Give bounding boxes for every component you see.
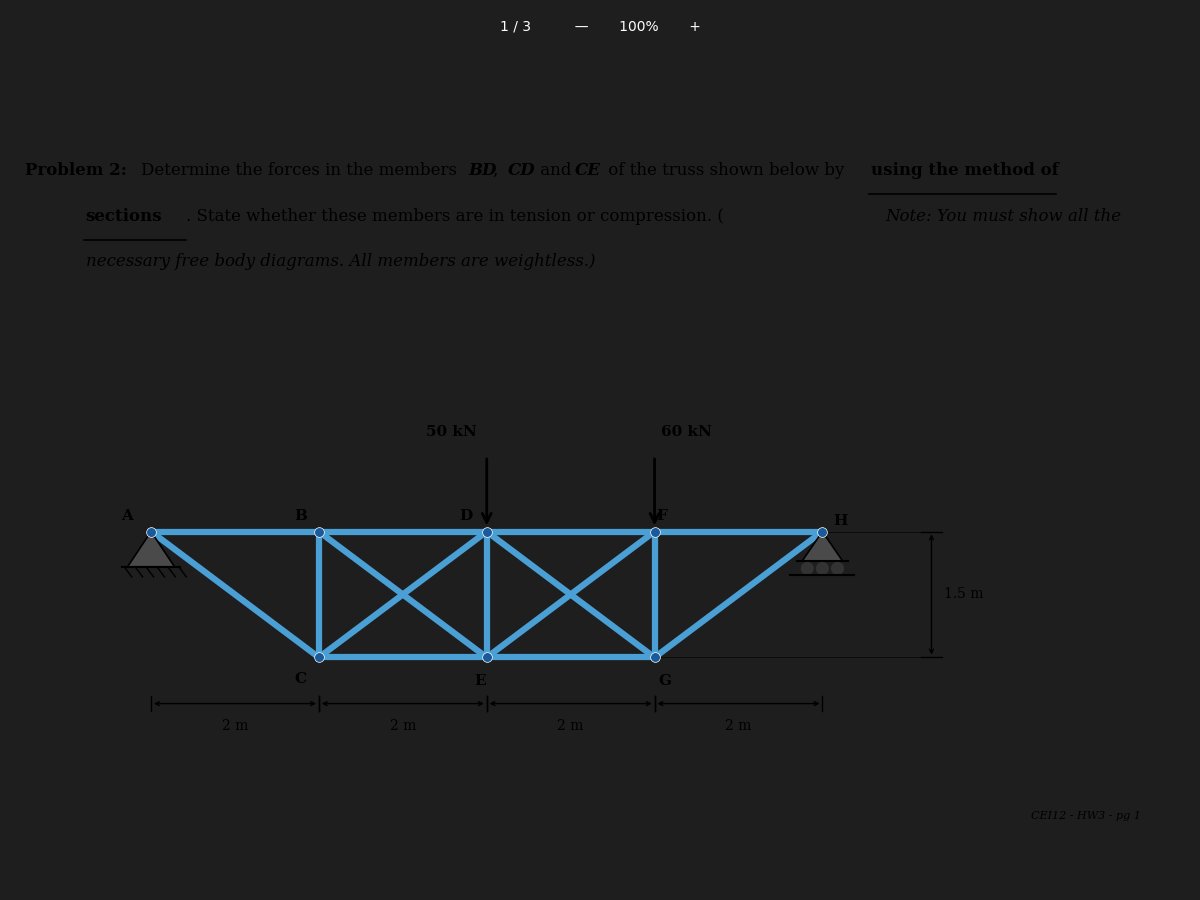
- Text: ,: ,: [493, 162, 504, 179]
- Text: 2 m: 2 m: [725, 719, 751, 733]
- Text: BD: BD: [468, 162, 497, 179]
- Text: necessary free body diagrams. All members are weightless.): necessary free body diagrams. All member…: [85, 253, 595, 270]
- Text: sections: sections: [85, 209, 162, 226]
- Text: 2 m: 2 m: [558, 719, 584, 733]
- Text: 2 m: 2 m: [222, 719, 248, 733]
- Circle shape: [816, 562, 828, 574]
- Text: H: H: [834, 515, 848, 528]
- Text: Note: You must show all the: Note: You must show all the: [886, 209, 1122, 226]
- Text: CD: CD: [508, 162, 535, 179]
- Text: 2 m: 2 m: [390, 719, 416, 733]
- Text: 1 / 3          —       100%       +: 1 / 3 — 100% +: [499, 20, 701, 34]
- Text: Determine the forces in the members: Determine the forces in the members: [140, 162, 462, 179]
- Circle shape: [832, 562, 844, 574]
- Text: B: B: [294, 509, 307, 524]
- Text: A: A: [121, 509, 133, 524]
- Polygon shape: [803, 532, 842, 561]
- Text: CE: CE: [575, 162, 601, 179]
- Circle shape: [802, 562, 814, 574]
- Text: using the method of: using the method of: [871, 162, 1058, 179]
- Text: E: E: [474, 674, 486, 688]
- Text: 1.5 m: 1.5 m: [944, 588, 984, 601]
- Text: . State whether these members are in tension or compression. (: . State whether these members are in ten…: [186, 209, 724, 226]
- Text: G: G: [658, 674, 671, 688]
- Polygon shape: [127, 532, 174, 567]
- Text: 60 kN: 60 kN: [661, 425, 712, 439]
- Text: 50 kN: 50 kN: [426, 425, 476, 439]
- Text: C: C: [294, 672, 306, 686]
- Text: F: F: [656, 509, 667, 524]
- Text: and: and: [535, 162, 577, 179]
- Text: Problem 2:: Problem 2:: [25, 162, 127, 179]
- Text: D: D: [460, 509, 473, 524]
- Text: of the truss shown below by: of the truss shown below by: [602, 162, 850, 179]
- Text: CEI12 - HW3 - pg 1: CEI12 - HW3 - pg 1: [1031, 811, 1141, 821]
